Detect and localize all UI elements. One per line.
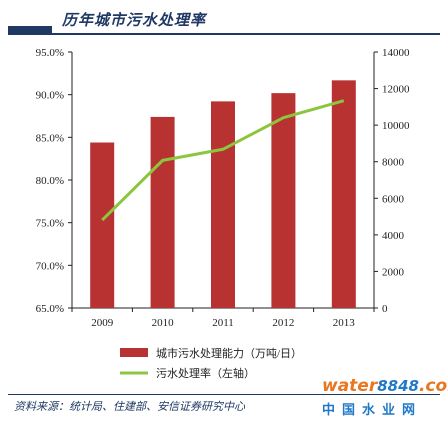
- bar: [150, 116, 175, 309]
- bar: [331, 80, 356, 308]
- source-note: 资料来源：统计局、住建部、安信证券研究中心: [14, 400, 245, 413]
- y-right-tick-label: 10000: [382, 120, 410, 132]
- y-right-tick-label: 12000: [382, 84, 410, 96]
- y-right-tick-label: 0: [382, 303, 388, 315]
- x-tick-label: 2013: [333, 317, 356, 329]
- y-right-tick-label: 2000: [382, 266, 405, 278]
- watermark-number: 8848: [377, 377, 419, 395]
- y-left-tick-label: 85.0%: [36, 132, 64, 144]
- y-right-tick-label: 14000: [382, 47, 410, 59]
- title-bar: 历年城市污水处理率: [0, 0, 448, 35]
- y-right-tick-label: 4000: [382, 230, 405, 242]
- bar: [90, 142, 115, 308]
- title-rule: [8, 33, 440, 35]
- y-left-tick-label: 65.0%: [36, 303, 64, 315]
- watermark-suffix: .com: [418, 376, 448, 396]
- watermark-logo: water8848.com: [322, 376, 448, 396]
- x-tick-label: 2011: [212, 317, 234, 329]
- y-left-tick-label: 70.0%: [36, 260, 64, 272]
- footer-rule: [8, 394, 440, 395]
- page-title: 历年城市污水处理率: [62, 11, 207, 29]
- watermark-cn: 中国水业网: [322, 403, 423, 418]
- y-left-tick-label: 90.0%: [36, 90, 64, 102]
- x-tick-label: 2012: [272, 317, 294, 329]
- line-series: [101, 99, 345, 222]
- y-left-tick-label: 80.0%: [36, 175, 64, 187]
- x-tick-label: 2009: [91, 317, 114, 329]
- watermark-brand: water: [322, 376, 378, 396]
- y-left-tick-label: 75.0%: [36, 218, 64, 230]
- legend-label-bar: 城市污水处理能力（万吨/日）: [156, 346, 302, 360]
- bar: [211, 101, 235, 308]
- x-tick-label: 2010: [152, 317, 175, 329]
- y-right-tick-label: 6000: [382, 193, 405, 205]
- legend-swatch-bar: [120, 348, 148, 357]
- y-left-tick-label: 95.0%: [36, 47, 64, 59]
- legend-label-line: 污水处理率（左轴）: [156, 366, 255, 380]
- y-right-tick-label: 8000: [382, 157, 405, 169]
- bar: [271, 93, 296, 309]
- title-accent: [8, 26, 52, 33]
